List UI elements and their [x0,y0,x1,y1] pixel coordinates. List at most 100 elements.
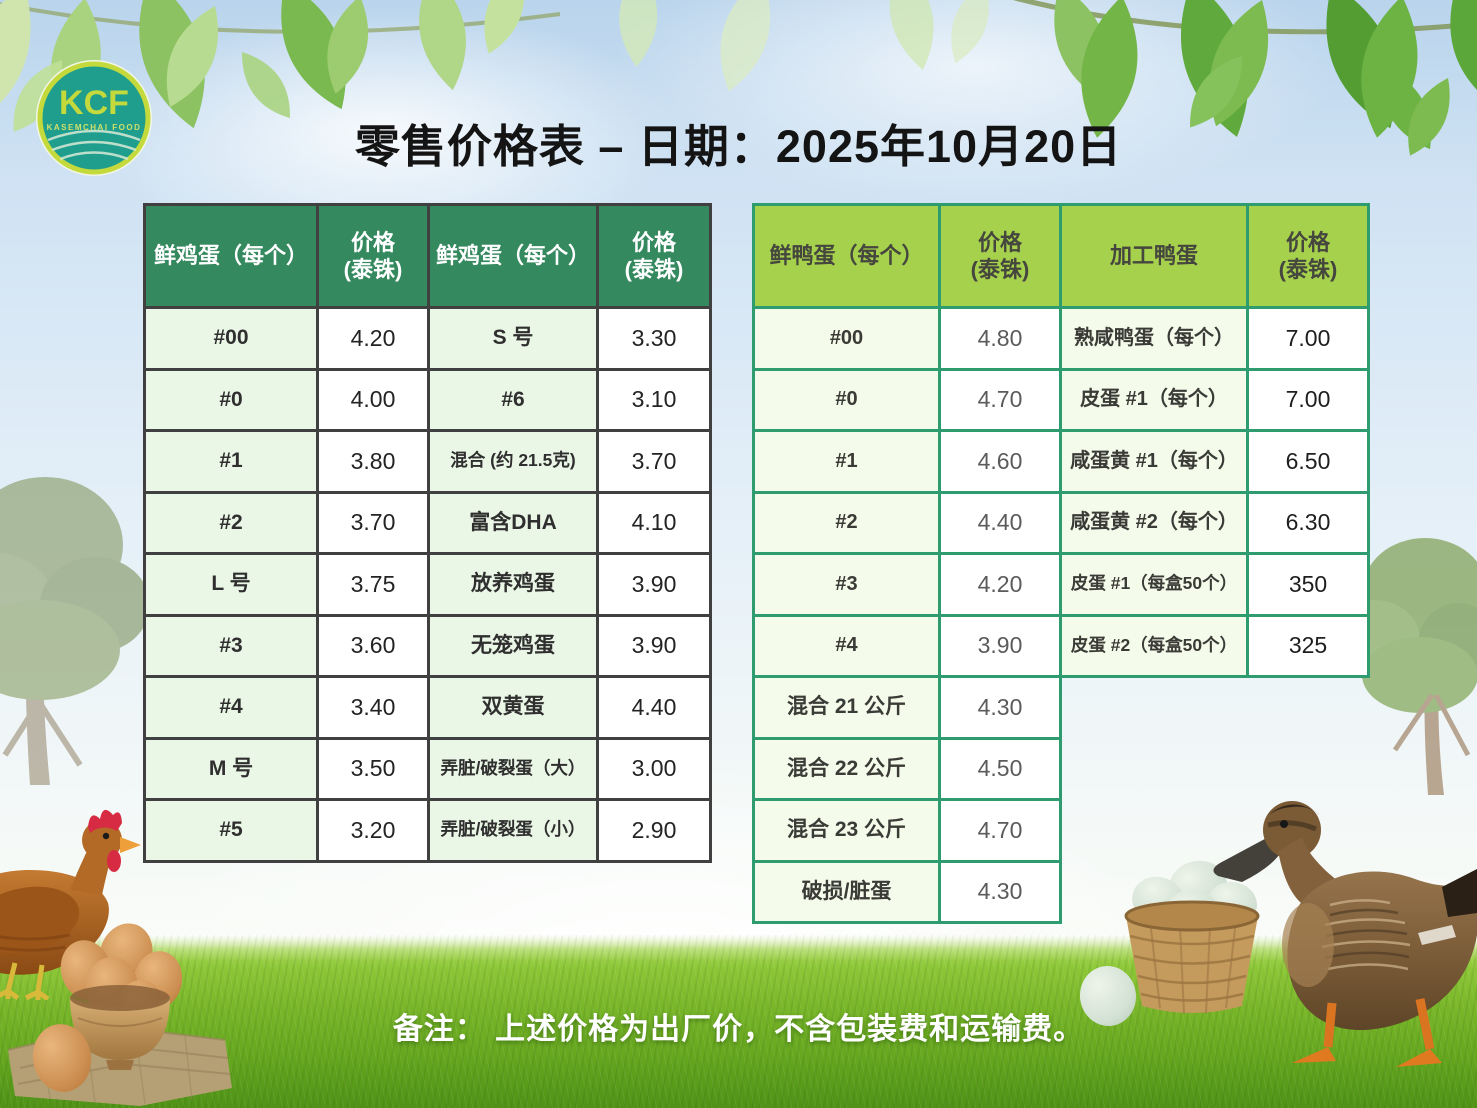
duck-size-cell: #3 [755,555,938,614]
duck-size-cell: #1 [755,432,938,491]
chicken-size-cell: 富含DHA [430,493,596,552]
chicken-size-cell: 双黄蛋 [430,678,596,737]
processed-duck-cell: 皮蛋 #1（每个） [1062,370,1246,429]
chicken-price-cell: 3.75 [319,555,427,614]
chicken-size-cell: #2 [146,493,316,552]
duck-size-cell: #2 [755,493,938,552]
chicken-price-cell: 4.40 [599,678,709,737]
chicken-size-cell: #4 [146,678,316,737]
chicken-size-cell: 弄脏/破裂蛋（小） [430,801,596,860]
chicken-size-cell: 无笼鸡蛋 [430,616,596,675]
duck-table-header-cell: 鲜鸭蛋（每个） [755,206,938,306]
egg-bowl-image [7,923,232,1106]
hen-legs [0,962,50,1000]
duck-size-cell: 混合 23 公斤 [755,801,938,860]
hen-eye [102,832,110,840]
logo-full-name: KASEMCHAI FOOD [47,123,142,132]
processed-duck-price-cell: 7.00 [1249,309,1367,368]
left-tree-image [0,477,150,785]
processed-duck-price-cell: 350 [1249,555,1367,614]
page-title: 零售价格表 – 日期：2025年10月20日 [354,121,1123,172]
hen-wattle [107,850,121,872]
chicken-price-cell: 3.20 [319,801,427,860]
duck-price-cell: 4.70 [941,801,1059,860]
chicken-price-cell: 3.00 [599,739,709,798]
chicken-table-header-cell: 价格 (泰铢) [599,206,709,306]
loose-egg [32,1024,92,1092]
processed-duck-cell: 咸蛋黄 #1（每个） [1062,432,1246,491]
processed-duck-cell: 咸蛋黄 #2（每个） [1062,493,1246,552]
duck-body [1287,871,1477,1031]
chicken-price-cell: 3.40 [319,678,427,737]
chicken-price-cell: 3.70 [319,493,427,552]
duck-price-cell: 4.30 [941,678,1059,737]
leaves-decoration [0,0,1477,163]
hen-beak [120,837,141,853]
duck-table-header-cell: 价格 (泰铢) [941,206,1059,306]
duck-egg-basket-image [1080,860,1260,1026]
chicken-size-cell: S 号 [430,309,596,368]
hen-comb [88,809,122,833]
duck-image [1213,801,1477,1067]
duck-price-cell: 4.40 [941,493,1059,552]
chicken-size-cell: 混合 (约 21.5克) [430,432,596,491]
duck-table-header-cell: 加工鸭蛋 [1062,206,1246,306]
chicken-size-cell: #6 [430,370,596,429]
chicken-size-cell: #1 [146,432,316,491]
processed-duck-cell: 皮蛋 #1（每盒50个） [1062,555,1246,614]
duck-size-cell: 混合 22 公斤 [755,739,938,798]
chicken-size-cell: 放养鸡蛋 [430,555,596,614]
processed-duck-price-cell: 325 [1249,616,1367,675]
duck-head [1263,801,1321,859]
processed-duck-price-cell: 6.30 [1249,493,1367,552]
chicken-size-cell: 弄脏/破裂蛋（大） [430,739,596,798]
chicken-price-cell: 3.60 [319,616,427,675]
chicken-table-header-cell: 价格 (泰铢) [319,206,427,306]
duck-size-cell: #0 [755,370,938,429]
duck-egg-table: 鲜鸭蛋（每个） 价格 (泰铢) 加工鸭蛋 价格 (泰铢) #00 4.80 熟咸… [752,203,1370,678]
chicken-size-cell: #0 [146,370,316,429]
duck-eye [1280,820,1288,828]
kcf-logo: KCF KASEMCHAI FOOD [34,58,154,178]
loose-duck-egg [1080,966,1137,1026]
duck-legs [1292,998,1442,1067]
chicken-table-header-cell: 鲜鸡蛋（每个） [430,206,596,306]
processed-duck-price-cell: 7.00 [1249,370,1367,429]
processed-duck-cell: 熟咸鸭蛋（每个） [1062,309,1246,368]
chicken-price-cell: 3.90 [599,555,709,614]
chicken-price-cell: 3.30 [599,309,709,368]
chicken-price-cell: 3.80 [319,432,427,491]
duck-size-cell: #00 [755,309,938,368]
chicken-price-cell: 3.50 [319,739,427,798]
chicken-size-cell: #3 [146,616,316,675]
duck-size-cell: 混合 21 公斤 [755,678,938,737]
duck-price-cell: 4.70 [941,370,1059,429]
duck-tail [1442,869,1477,917]
processed-duck-price-cell: 6.50 [1249,432,1367,491]
chicken-price-cell: 4.20 [319,309,427,368]
woven-basket [1124,900,1260,1015]
duck-size-cell: #4 [755,616,938,675]
duck-bill [1213,833,1284,882]
chicken-price-cell: 3.90 [599,616,709,675]
duck-size-cell: 破损/脏蛋 [755,862,938,921]
chicken-size-cell: #00 [146,309,316,368]
footer-note: 备注： 上述价格为出厂价，不含包装费和运输费。 [392,1013,1085,1046]
processed-duck-cell: 皮蛋 #2（每盒50个） [1062,616,1246,675]
logo-abbr: KCF [59,84,129,122]
chicken-price-cell: 4.10 [599,493,709,552]
chicken-size-cell: #5 [146,801,316,860]
duck-price-cell: 4.50 [941,739,1059,798]
duck-breast [1282,903,1334,987]
chicken-price-cell: 4.00 [319,370,427,429]
duck-price-cell: 4.20 [941,555,1059,614]
chicken-price-cell: 3.10 [599,370,709,429]
duck-table-header-cell: 价格 (泰铢) [1249,206,1367,306]
duck-price-cell: 4.30 [941,862,1059,921]
duck-price-cell: 3.90 [941,616,1059,675]
chicken-size-cell: L 号 [146,555,316,614]
chicken-egg-table: 鲜鸡蛋（每个） 价格 (泰铢) 鲜鸡蛋（每个） 价格 (泰铢) #00 4.20… [143,203,712,863]
duck-price-cell: 4.60 [941,432,1059,491]
chicken-price-cell: 3.70 [599,432,709,491]
